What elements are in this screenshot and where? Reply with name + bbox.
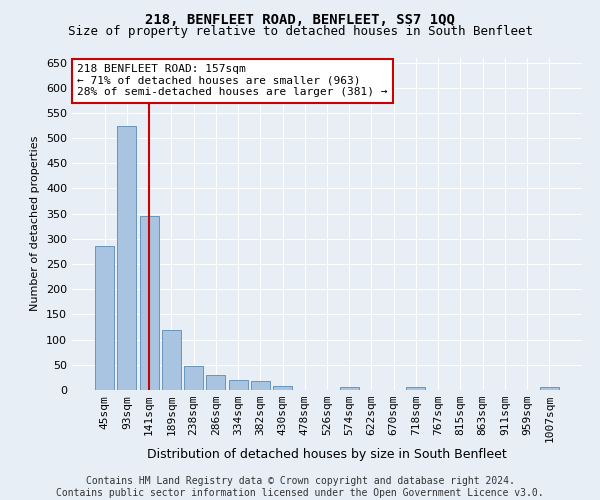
- Bar: [206, 375, 225, 390]
- Bar: [140, 216, 158, 390]
- Text: 218 BENFLEET ROAD: 157sqm
← 71% of detached houses are smaller (963)
28% of semi: 218 BENFLEET ROAD: 157sqm ← 71% of detac…: [77, 64, 388, 98]
- Text: 218, BENFLEET ROAD, BENFLEET, SS7 1QQ: 218, BENFLEET ROAD, BENFLEET, SS7 1QQ: [145, 12, 455, 26]
- Bar: [406, 388, 425, 390]
- Bar: [340, 388, 359, 390]
- Bar: [118, 126, 136, 390]
- Bar: [95, 246, 114, 390]
- Bar: [251, 381, 270, 390]
- Bar: [540, 388, 559, 390]
- Bar: [184, 366, 203, 390]
- Bar: [162, 330, 181, 390]
- Text: Size of property relative to detached houses in South Benfleet: Size of property relative to detached ho…: [67, 25, 533, 38]
- X-axis label: Distribution of detached houses by size in South Benfleet: Distribution of detached houses by size …: [147, 448, 507, 460]
- Bar: [229, 380, 248, 390]
- Text: Contains HM Land Registry data © Crown copyright and database right 2024.
Contai: Contains HM Land Registry data © Crown c…: [56, 476, 544, 498]
- Y-axis label: Number of detached properties: Number of detached properties: [31, 136, 40, 312]
- Bar: [273, 386, 292, 390]
